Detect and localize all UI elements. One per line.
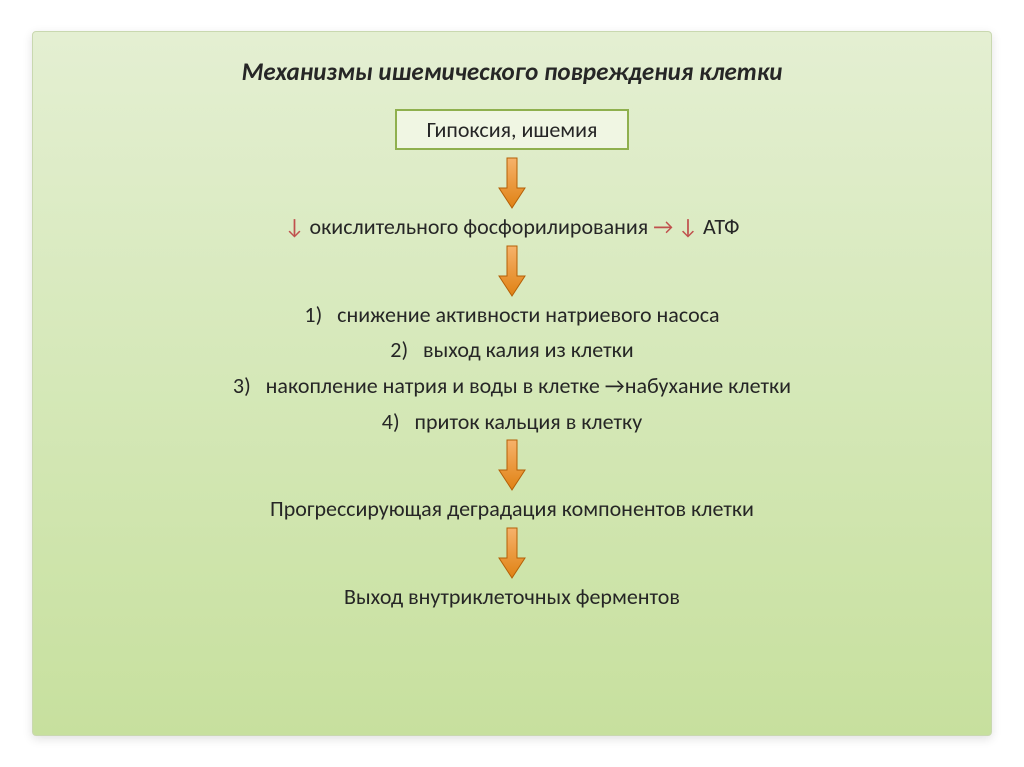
down-arrow-icon <box>497 438 527 492</box>
step-enzymes: Выход внутриклеточных ферментов <box>344 582 680 612</box>
arrow-2 <box>497 242 527 300</box>
step-degradation: Прогрессирующая деградация компонентов к… <box>270 494 754 524</box>
down-arrow-icon <box>497 244 527 298</box>
slide-title: Механизмы ишемического повреждения клетк… <box>242 56 783 87</box>
right-arrow-red: → <box>653 213 673 240</box>
list-item-1: 1) снижение активности натриевого насоса <box>304 300 719 330</box>
down-arrow-icon <box>497 156 527 210</box>
arrow-1 <box>497 154 527 212</box>
down-arrow-red-1: ↓ <box>285 213 305 240</box>
down-arrow-icon <box>497 526 527 580</box>
list-item-3: 3) накопление натрия и воды в клетке →на… <box>233 371 791 401</box>
step-oxidative: ↓ окислительного фосфорилирования → ↓ АТ… <box>285 212 740 242</box>
list-item-2: 2) выход калия из клетки <box>390 335 633 365</box>
start-box: Гипоксия, ишемия <box>395 109 630 150</box>
arrow-4 <box>497 524 527 582</box>
slide-card: Механизмы ишемического повреждения клетк… <box>32 31 992 736</box>
down-arrow-red-2: ↓ <box>673 213 698 240</box>
list-item-4: 4) приток кальция в клетку <box>382 407 642 437</box>
consequence-list: 1) снижение активности натриевого насоса… <box>233 300 791 437</box>
arrow-3 <box>497 436 527 494</box>
right-arrow-red-2: → <box>605 372 625 399</box>
